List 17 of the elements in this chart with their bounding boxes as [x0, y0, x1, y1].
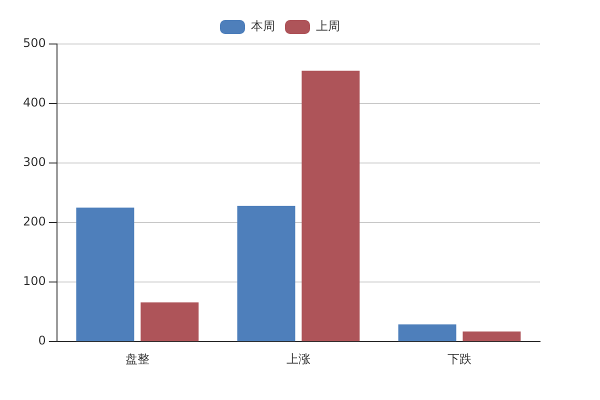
bar: [76, 208, 134, 342]
y-tick-label: 500: [23, 36, 46, 50]
x-tick-label: 下跌: [447, 352, 472, 366]
x-tick-label: 上涨: [286, 352, 310, 366]
y-tick-label: 0: [38, 334, 46, 348]
bar: [302, 70, 360, 342]
legend-label: 本周: [251, 19, 275, 34]
x-tick-label: 盘整: [125, 352, 150, 366]
bar: [140, 302, 199, 342]
legend-label: 上周: [316, 19, 340, 34]
bar: [237, 206, 296, 342]
bar: [398, 324, 456, 342]
bar: [462, 331, 521, 342]
y-tick-label: 400: [23, 96, 46, 110]
y-tick-label: 100: [23, 274, 46, 288]
y-tick-label: 300: [23, 155, 46, 170]
y-tick-label: 200: [23, 214, 46, 229]
